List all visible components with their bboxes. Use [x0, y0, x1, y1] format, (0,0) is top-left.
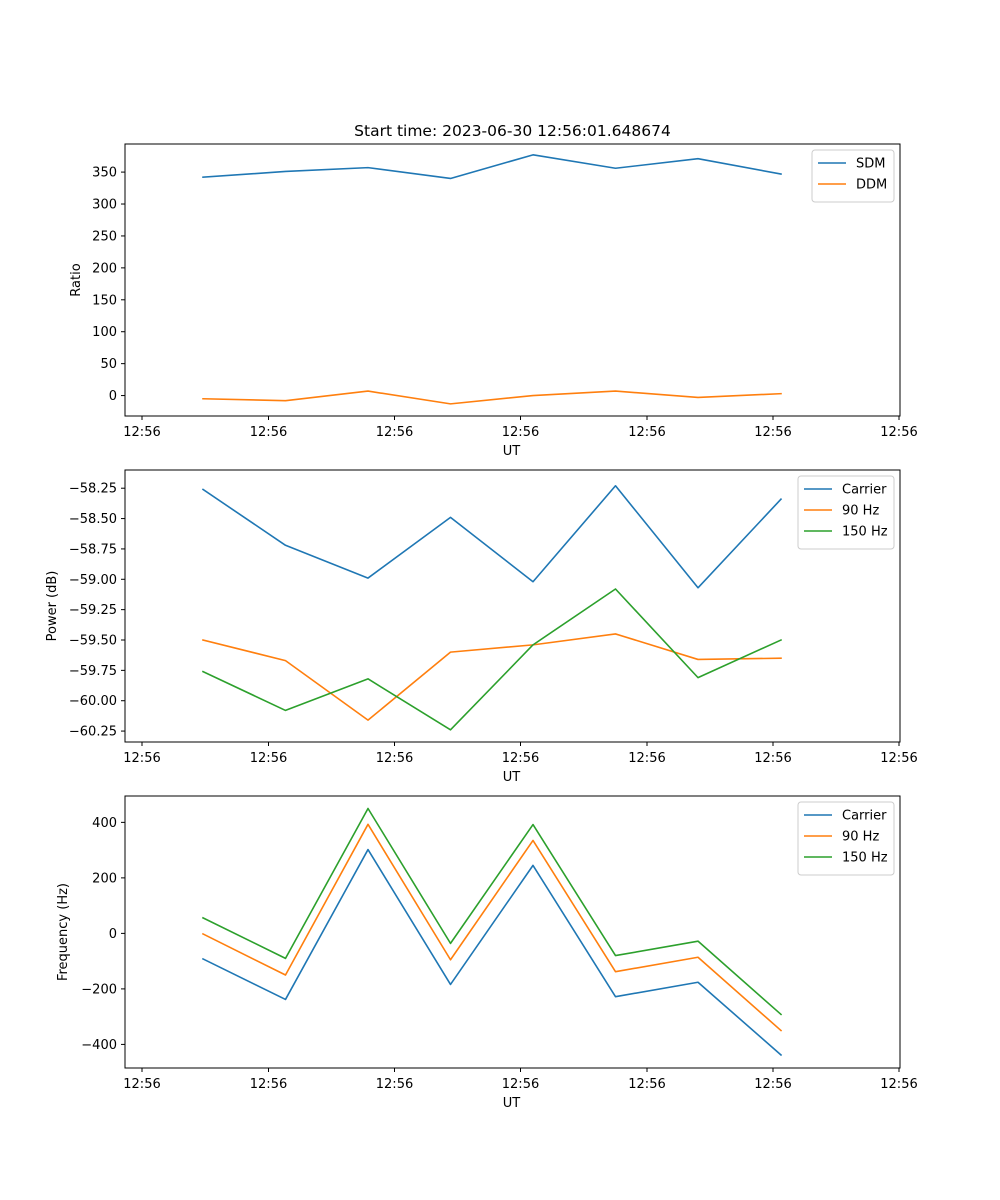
ratio-panel: Start time: 2023-06-30 12:56:01.648674 0 5…	[69, 122, 918, 459]
legend-label: SDM	[856, 157, 885, 172]
x-tick-label: 12:56	[123, 1077, 160, 1092]
legend-label: 150 Hz	[842, 851, 888, 866]
y-tick-label: 0	[109, 389, 117, 404]
x-tick-label: 12:56	[123, 751, 160, 766]
axes-frame	[124, 795, 901, 1069]
y-tick-label: 50	[100, 357, 117, 372]
x-tick-label: 12:56	[376, 751, 413, 766]
legend-label: 90 Hz	[842, 830, 879, 845]
legend-label: Carrier	[842, 809, 887, 824]
y-tick-label: 100	[92, 325, 117, 340]
x-tick-label: 12:56	[628, 751, 665, 766]
series-line-carrier	[201, 484, 783, 589]
frequency-panel: −400 −200 0 200 400 12:56 12:56 12:56 12:56 12:56…	[56, 795, 918, 1111]
x-tick-label: 12:56	[250, 751, 287, 766]
x-axis-label: UT	[503, 444, 521, 459]
y-tick-label: 0	[109, 927, 117, 942]
x-tick-label: 12:56	[250, 1077, 287, 1092]
x-tick-label: 12:56	[502, 1077, 539, 1092]
x-tick-label: 12:56	[502, 751, 539, 766]
chart-title: Start time: 2023-06-30 12:56:01.648674	[354, 122, 671, 140]
y-tick-label: 150	[92, 293, 117, 308]
legend-label: DDM	[856, 178, 887, 193]
legend-label: 90 Hz	[842, 504, 879, 519]
x-axis-label: UT	[503, 1096, 521, 1111]
x-tick-label: 12:56	[376, 425, 413, 440]
legend-label: Carrier	[842, 483, 887, 498]
y-tick-label: −60.25	[69, 725, 117, 740]
legend-label: 150 Hz	[842, 525, 888, 540]
x-tick-label: 12:56	[628, 1077, 665, 1092]
y-tick-label: −59.00	[69, 573, 117, 588]
y-tick-label: −58.25	[69, 482, 117, 497]
axes-frame	[124, 469, 901, 743]
y-tick-label: −59.50	[69, 634, 117, 649]
x-tick-label: 12:56	[754, 425, 791, 440]
y-axis-label: Power (dB)	[45, 571, 60, 642]
x-tick-label: 12:56	[754, 751, 791, 766]
y-tick-label: −400	[81, 1038, 117, 1053]
y-tick-label: 200	[92, 871, 117, 886]
x-axis-label: UT	[503, 770, 521, 785]
y-tick-label: −60.00	[69, 694, 117, 709]
y-tick-label: −200	[81, 982, 117, 997]
x-tick-label: 12:56	[880, 751, 917, 766]
y-tick-label: −58.75	[69, 542, 117, 557]
y-tick-label: 350	[92, 166, 117, 181]
x-tick-label: 12:56	[376, 1077, 413, 1092]
x-tick-label: 12:56	[754, 1077, 791, 1092]
y-tick-label: 250	[92, 229, 117, 244]
power-panel: −60.25 −60.00 −59.75 −59.50 −59.25 −59.00 −58.…	[45, 469, 918, 785]
x-tick-label: 12:56	[880, 1077, 917, 1092]
series-line-150-hz	[201, 588, 783, 731]
series-line-sdm	[202, 154, 782, 180]
series-line-carrier	[201, 848, 783, 1057]
x-tick-label: 12:56	[628, 425, 665, 440]
series-line-ddm	[202, 390, 782, 405]
y-tick-label: −59.25	[69, 603, 117, 618]
axes-frame	[124, 143, 901, 417]
y-tick-label: 300	[92, 198, 117, 213]
series-line-150-hz	[201, 807, 783, 1016]
y-tick-label: 400	[92, 816, 117, 831]
y-tick-label: −59.75	[69, 664, 117, 679]
series-line-90-hz	[201, 823, 783, 1032]
x-tick-label: 12:56	[502, 425, 539, 440]
x-tick-label: 12:56	[250, 425, 287, 440]
y-tick-label: 200	[92, 261, 117, 276]
y-axis-label: Frequency (Hz)	[56, 883, 71, 981]
series-line-90-hz	[202, 633, 782, 721]
y-tick-label: −58.50	[69, 512, 117, 527]
x-tick-label: 12:56	[880, 425, 917, 440]
y-axis-label: Ratio	[69, 263, 84, 296]
x-tick-label: 12:56	[123, 425, 160, 440]
